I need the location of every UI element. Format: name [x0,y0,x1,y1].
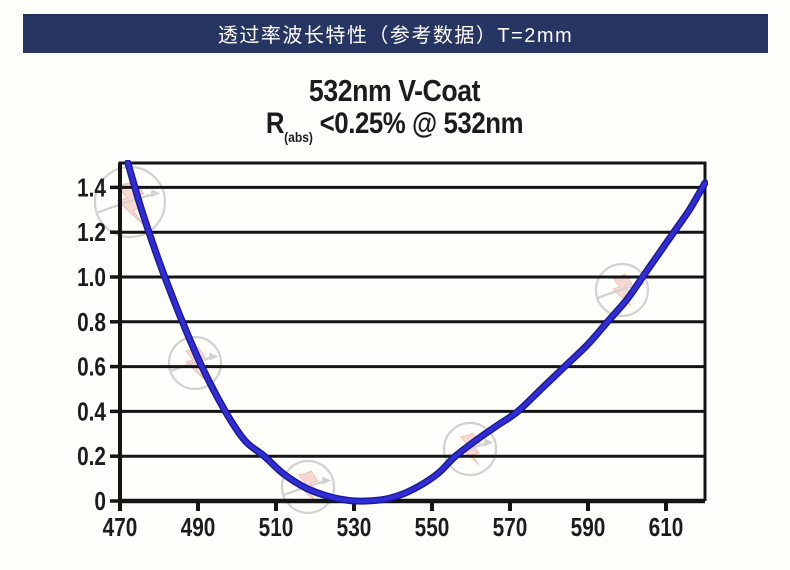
y-tick-label: 0.2 [77,442,106,471]
chart-subtitle: R(abs) <0.25% @ 532nm [0,106,790,155]
y-tick-label: 0.4 [77,397,106,426]
y-tick-label: 0.6 [77,352,106,381]
x-tick-label: 530 [337,513,372,542]
chart-subtitle-text: R(abs) <0.25% @ 532nm [266,106,524,155]
y-tick-label: 1.0 [77,263,106,292]
x-tick-label: 570 [493,513,528,542]
y-tick-label: 0.8 [77,308,106,337]
x-tick-label: 490 [181,513,216,542]
subtitle-spec: <0.25% @ 532nm [313,107,524,140]
y-tick-label: 0 [94,487,106,516]
reflectance-curve-outline [124,160,708,505]
x-tick-label: 470 [103,513,138,542]
subtitle-r: R [266,107,285,140]
header-bar: 透过率波长特性（参考数据）T=2mm [23,14,768,53]
chart-title-text: 532nm V-Coat [309,73,481,108]
x-tick-label: 510 [259,513,294,542]
y-tick-label: 1.4 [77,173,106,202]
x-tick-label: 550 [415,513,450,542]
plot-frame [118,161,707,501]
x-tick-label: 610 [649,513,684,542]
x-tick-label: 590 [571,513,606,542]
header-title: 透过率波长特性（参考数据）T=2mm [217,25,574,47]
subtitle-abs: (abs) [284,129,314,145]
reflectance-curve [125,160,708,504]
chart-title: 532nm V-Coat [0,74,790,108]
y-tick-label: 1.2 [77,218,106,247]
